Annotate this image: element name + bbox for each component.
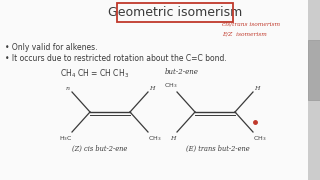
Text: • Only valid for alkenes.: • Only valid for alkenes. bbox=[5, 43, 98, 52]
Text: • It occurs due to restricted rotation about the C=C bond.: • It occurs due to restricted rotation a… bbox=[5, 54, 227, 63]
Text: H: H bbox=[149, 86, 155, 91]
Text: CH$_3$: CH$_3$ bbox=[253, 135, 267, 143]
Text: H: H bbox=[170, 136, 176, 141]
Text: (E) trans but-2-ene: (E) trans but-2-ene bbox=[186, 145, 250, 153]
Text: H: H bbox=[254, 86, 260, 91]
Text: CH$_3$: CH$_3$ bbox=[148, 135, 162, 143]
Text: n: n bbox=[66, 86, 70, 91]
Text: (Z) cis but-2-ene: (Z) cis but-2-ene bbox=[72, 145, 128, 153]
Text: E/Z  isomerism: E/Z isomerism bbox=[222, 31, 267, 36]
Text: Geometric isomerism: Geometric isomerism bbox=[108, 6, 242, 19]
Text: but-2-ene: but-2-ene bbox=[165, 68, 199, 76]
Text: CH$_4$ CH = CH CH$_3$: CH$_4$ CH = CH CH$_3$ bbox=[60, 68, 129, 80]
FancyBboxPatch shape bbox=[308, 40, 320, 100]
Text: H$_3$C: H$_3$C bbox=[59, 135, 73, 143]
FancyBboxPatch shape bbox=[308, 0, 320, 180]
Text: CH$_3$: CH$_3$ bbox=[164, 82, 178, 90]
Text: cis/trans isomerism: cis/trans isomerism bbox=[222, 22, 280, 27]
